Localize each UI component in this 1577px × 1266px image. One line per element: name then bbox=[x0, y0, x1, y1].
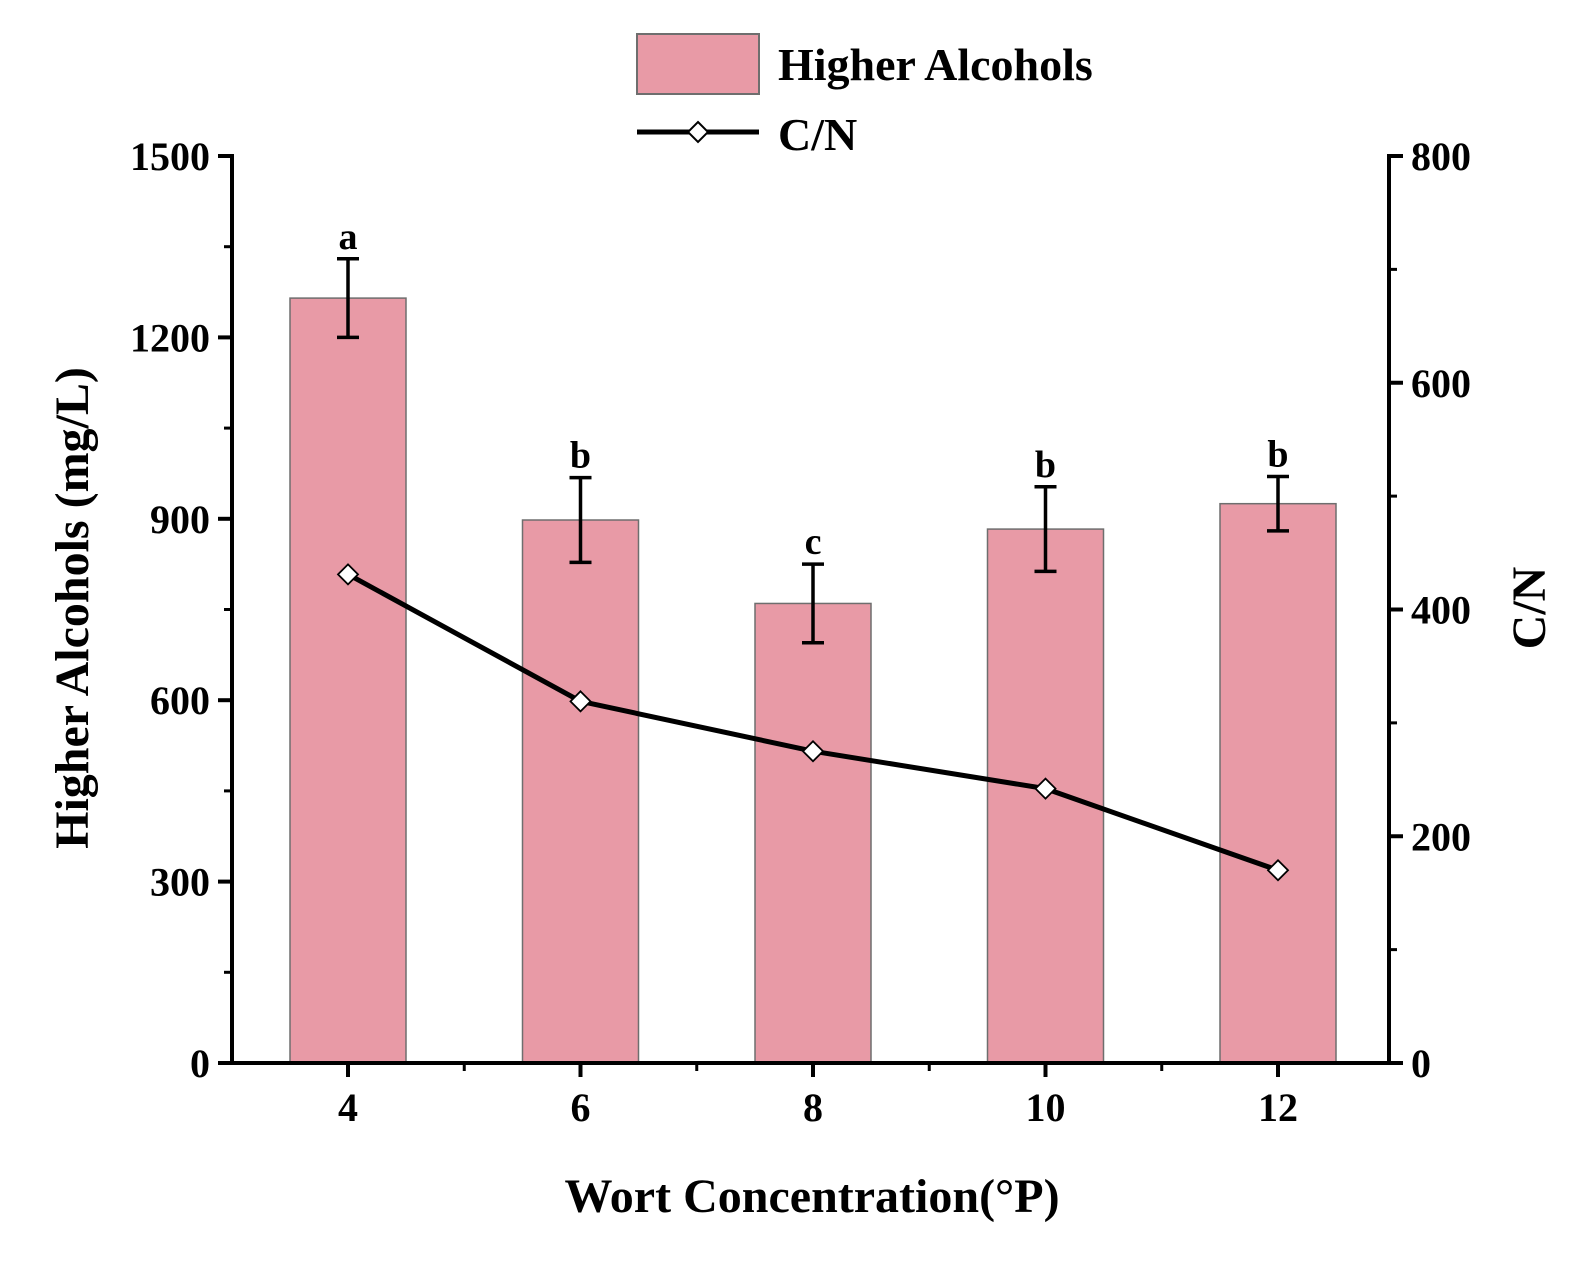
legend-swatch-higher-alcohols bbox=[636, 33, 760, 95]
y-tick-label: 600 bbox=[150, 678, 210, 723]
x-axis-title: Wort Concentration(°P) bbox=[564, 1170, 1059, 1223]
bar bbox=[754, 602, 872, 1064]
legend-label-higher-alcohols: Higher Alcohols bbox=[778, 39, 1093, 90]
cn-point bbox=[1266, 858, 1290, 882]
bar bbox=[521, 519, 640, 1064]
y-tick-label: 0 bbox=[190, 1041, 210, 1086]
y2-tick-label: 600 bbox=[1411, 361, 1471, 406]
bar bbox=[289, 297, 407, 1064]
y2-tick-label: 200 bbox=[1411, 814, 1471, 859]
legend-marker-cn bbox=[686, 120, 710, 144]
y2-tick-label: 800 bbox=[1411, 134, 1471, 179]
cn-series bbox=[336, 563, 1290, 882]
significance-label: a bbox=[339, 216, 358, 258]
error-bars bbox=[337, 257, 1289, 645]
cn-point bbox=[1034, 777, 1057, 800]
bar bbox=[1219, 502, 1337, 1064]
cn-point bbox=[569, 690, 592, 713]
legend: Higher Alcohols C/N bbox=[636, 33, 1093, 160]
bars bbox=[289, 297, 1337, 1064]
y2-tick-label: 0 bbox=[1411, 1041, 1431, 1086]
significance-label: b bbox=[1267, 433, 1288, 475]
significance-label: b bbox=[1035, 444, 1056, 486]
x-tick-label: 12 bbox=[1258, 1085, 1298, 1130]
cn-point bbox=[336, 563, 360, 586]
y-tick-label: 1500 bbox=[130, 134, 210, 179]
y-tick-label: 900 bbox=[150, 497, 210, 542]
y-axis-title: Higher Alcohols (mg/L) bbox=[46, 367, 99, 849]
significance-label: b bbox=[570, 435, 591, 477]
axes: 0 300 600 900 1200 1500 0 200 400 600 800 4 6 8 10 12 bbox=[130, 134, 1471, 1130]
x-tick-label: 6 bbox=[571, 1085, 591, 1130]
x-tick-label: 4 bbox=[338, 1085, 358, 1130]
y2-axis-title: C/N bbox=[1503, 566, 1556, 649]
significance-label: c bbox=[805, 521, 822, 563]
y-tick-label: 1200 bbox=[130, 315, 210, 360]
significance-labels: a b c b b bbox=[339, 216, 1289, 563]
y-tick-label: 300 bbox=[150, 860, 210, 905]
y2-tick-label: 400 bbox=[1411, 588, 1471, 633]
legend-label-cn: C/N bbox=[778, 109, 857, 160]
x-tick-label: 8 bbox=[803, 1085, 823, 1130]
cn-point bbox=[801, 739, 825, 763]
x-tick-label: 10 bbox=[1026, 1085, 1066, 1130]
